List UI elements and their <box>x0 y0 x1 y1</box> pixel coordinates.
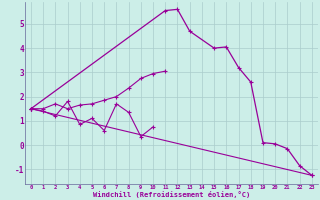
X-axis label: Windchill (Refroidissement éolien,°C): Windchill (Refroidissement éolien,°C) <box>93 191 250 198</box>
